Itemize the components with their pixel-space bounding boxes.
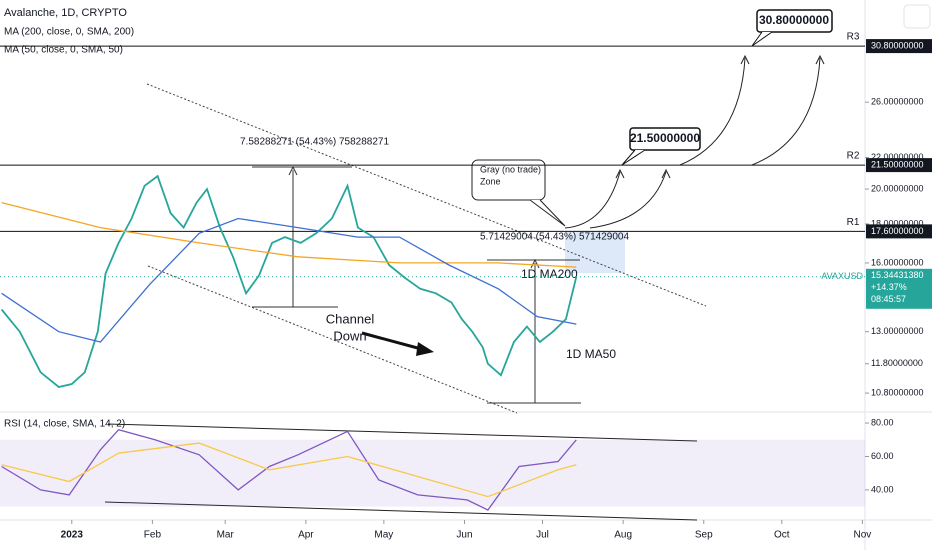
indicator-legend: MA (50, close, 0, SMA, 50) [4, 45, 123, 56]
target-label: 21.50000000 [630, 131, 700, 145]
rsi-title: RSI (14, close, SMA, 14, 2) [4, 419, 125, 430]
target-label: 30.80000000 [759, 13, 829, 27]
y-tick-label: 20.00000000 [871, 183, 924, 193]
x-tick-label: Apr [298, 530, 314, 541]
zone-callout-pointer [529, 199, 566, 227]
x-tick-label: Mar [217, 530, 235, 541]
level-name: R3 [847, 32, 860, 43]
x-tick-label: Jul [536, 530, 549, 541]
countdown-label: 08:45:57 [871, 294, 906, 304]
x-tick-label: Jun [456, 530, 472, 541]
x-tick-label: Nov [854, 530, 872, 541]
y-tick-label: 11.80000000 [871, 358, 923, 368]
channel-label: Down [333, 328, 366, 343]
y-tick-label: 16.00000000 [871, 257, 924, 267]
x-tick-label: Feb [144, 530, 162, 541]
zone-label: Gray (no trade) [480, 164, 541, 174]
level-label: 17.60000000 [871, 226, 924, 236]
series-line [1, 442, 577, 498]
no-trade-zone [565, 231, 625, 273]
x-tick-label: Oct [774, 530, 790, 541]
measure-tool-1 [252, 165, 352, 308]
channel-upper [146, 83, 707, 307]
series-line [0, 174, 578, 388]
x-tick-label: 2023 [61, 530, 84, 541]
target-callout [756, 9, 833, 33]
ma50-label: 1D MA50 [566, 347, 616, 361]
rsi-trendline [107, 423, 698, 442]
zone-label: Zone [480, 176, 501, 186]
y-tick-label: 18.00000000 [871, 218, 924, 228]
zone-callout [471, 159, 546, 201]
change-label: +14.37% [871, 282, 907, 292]
level-label: 21.50000000 [871, 159, 924, 169]
y-tick-label: 26.00000000 [871, 97, 924, 107]
level-tag [866, 158, 932, 173]
level-tag [866, 39, 932, 54]
series-line [1, 201, 577, 268]
level-name: R1 [847, 217, 860, 228]
last-price-label: 15.34431380 [871, 270, 924, 280]
y-tick-label: 60.00 [871, 451, 894, 461]
measure-tool-2 [487, 258, 581, 404]
symbol-label: AVAXUSD [821, 271, 863, 281]
x-tick-label: Aug [614, 530, 632, 541]
y-tick-label: 13.00000000 [871, 326, 924, 336]
projection-arrows [564, 54, 825, 229]
settings-button[interactable] [903, 4, 931, 29]
indicator-legend: MA (200, close, 0, SMA, 200) [4, 27, 134, 38]
series-line [1, 428, 577, 511]
x-tick-label: May [374, 530, 393, 541]
chart-title: Avalanche, 1D, CRYPTO [4, 7, 127, 19]
level-name: R2 [847, 151, 860, 162]
rsi-band [0, 439, 865, 507]
x-tick-label: Sep [695, 530, 713, 541]
y-tick-label: 80.00 [871, 417, 894, 427]
measure-label: 7.58288271 (54.43%) 758288271 [240, 137, 389, 148]
channel-arrow-head [416, 342, 434, 356]
level-label: 30.80000000 [871, 40, 924, 50]
y-tick-label: 22.00000000 [871, 152, 924, 162]
channel-label: Channel [326, 311, 375, 326]
last-price-tag [866, 268, 932, 309]
ma200-label: 1D MA200 [521, 267, 578, 281]
channel-arrow [361, 331, 426, 352]
y-tick-label: 10.80000000 [871, 387, 924, 397]
series-line [1, 217, 577, 343]
y-tick-label: 40.00 [871, 484, 894, 494]
measure-label: 5.71429004 (54.43%) 571429004 [480, 232, 629, 243]
rsi-trendline [104, 501, 698, 521]
level-tag [866, 224, 932, 239]
target-callout [629, 127, 701, 151]
